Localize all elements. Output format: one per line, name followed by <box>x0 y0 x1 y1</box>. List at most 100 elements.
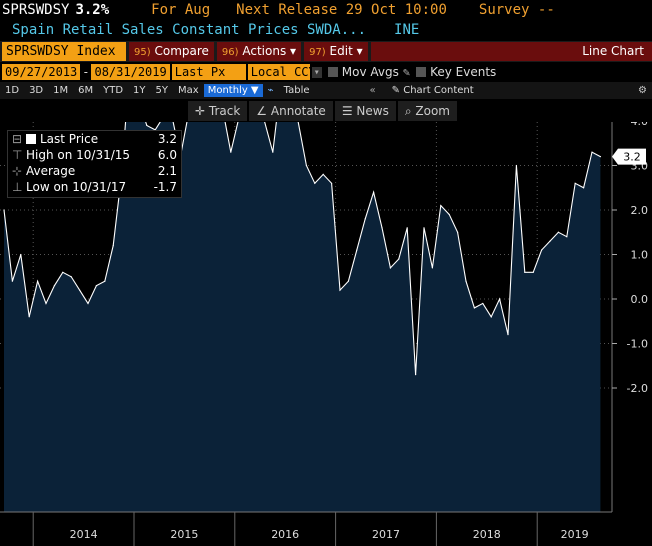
pencil-icon[interactable]: ✎ <box>402 65 411 79</box>
range-ytd[interactable]: YTD <box>103 85 124 96</box>
y-tick-label: 4.0 <box>631 122 649 128</box>
legend-average-label: Average <box>26 164 76 178</box>
data-point <box>591 151 593 153</box>
last-price-swatch <box>26 134 36 144</box>
line-chart[interactable]: 6.05.04.03.02.01.00.0-1.0-2.020142015201… <box>0 122 652 546</box>
data-point <box>356 249 358 251</box>
data-point <box>557 231 560 233</box>
range-3d[interactable]: 3D <box>29 85 44 96</box>
edit-num: 97) <box>309 47 326 58</box>
line-chart-icon[interactable]: ⌁ <box>267 85 274 96</box>
currency-select[interactable]: Local CCY <box>247 64 316 80</box>
annotate-icon: ∠ <box>256 104 268 118</box>
period-select[interactable]: Monthly ▼ <box>203 84 263 97</box>
y-tick-label: -1.0 <box>627 338 648 351</box>
range-bar: 1D 3D 1M 6M YTD 1Y 5Y Max Monthly ▼ ⌁ Ta… <box>0 82 652 99</box>
legend-high-value: 6.0 <box>157 148 177 162</box>
collapse-icon[interactable]: « <box>369 85 376 96</box>
y-tick-label: 1.0 <box>631 249 649 262</box>
x-tick-label: 2015 <box>170 528 198 541</box>
table-button[interactable]: Table <box>283 85 310 96</box>
last-value: 3.2% <box>75 2 110 18</box>
data-point <box>515 164 518 167</box>
data-point <box>146 124 148 127</box>
chart-type-label: Line Chart <box>582 44 644 58</box>
compare-label: Compare <box>154 44 209 58</box>
legend-high: ⊤ High on 10/31/15 6.0 <box>8 147 181 163</box>
key-events-checkbox[interactable] <box>416 67 427 77</box>
series-line <box>3 122 601 375</box>
data-point <box>524 271 526 273</box>
data-point <box>305 164 307 167</box>
next-release: Next Release 29 Oct 10:00 <box>236 2 447 18</box>
x-tick-label: 2018 <box>473 528 501 541</box>
x-tick-label: 2014 <box>70 528 98 541</box>
legend-last-price-value: 3.2 <box>157 132 177 146</box>
data-point <box>62 271 64 273</box>
end-date-input[interactable]: 08/31/2019 <box>91 64 170 80</box>
chevron-down-icon[interactable]: ▾ <box>311 66 322 78</box>
average-marker-icon: ⊹ <box>12 164 23 178</box>
data-point <box>79 289 81 291</box>
range-1y[interactable]: 1Y <box>133 85 146 96</box>
legend-low-label: Low on 10/31/17 <box>26 180 127 194</box>
brush-icon: ✎ <box>391 85 401 96</box>
data-point <box>599 156 602 158</box>
data-point <box>70 276 72 278</box>
data-point <box>112 245 114 247</box>
chart-type-bar[interactable]: Line Chart <box>370 42 652 61</box>
mov-avgs-label: Mov Avgs <box>341 65 399 79</box>
high-marker-icon: ⊤ <box>12 148 23 162</box>
key-events-label: Key Events <box>430 65 497 79</box>
field-select[interactable]: Last Px <box>171 64 246 80</box>
data-point <box>423 227 425 229</box>
data-point <box>389 267 391 269</box>
news-icon: ☰ <box>341 104 353 118</box>
range-5y[interactable]: 5Y <box>155 85 169 96</box>
data-point <box>473 307 475 309</box>
date-separator: - <box>82 65 90 79</box>
range-1d[interactable]: 1D <box>5 85 20 96</box>
edit-button[interactable]: 97) Edit ▾ <box>304 42 368 61</box>
y-tick-label: -2.0 <box>627 382 648 395</box>
data-point <box>37 280 39 282</box>
track-label: Track <box>208 104 241 118</box>
low-marker-icon: ⊥ <box>12 180 23 194</box>
start-date-input[interactable]: 09/27/2013 <box>2 64 81 80</box>
data-point <box>448 213 450 216</box>
security-field[interactable]: SPRSWDSY Index <box>2 42 126 61</box>
collapse-box-icon[interactable]: ⊟ <box>12 132 23 146</box>
range-1m[interactable]: 1M <box>53 85 69 96</box>
news-button[interactable]: ☰ News <box>334 101 396 121</box>
range-max[interactable]: Max <box>178 85 199 96</box>
range-6m[interactable]: 6M <box>78 85 94 96</box>
track-button[interactable]: ✛ Track <box>188 101 248 121</box>
annotate-button[interactable]: ∠ Annotate <box>249 101 333 121</box>
x-tick-label: 2017 <box>372 528 400 541</box>
data-point <box>541 249 543 251</box>
data-point <box>3 209 5 211</box>
data-point <box>499 298 501 300</box>
data-point <box>322 173 324 175</box>
chevron-down-icon: ▾ <box>356 44 363 58</box>
zoom-icon: ⌕ <box>404 104 412 118</box>
data-point <box>364 218 366 220</box>
data-point <box>457 231 459 233</box>
actions-num: 96) <box>221 47 239 58</box>
actions-button[interactable]: 96) Actions ▾ <box>216 42 302 61</box>
compare-button[interactable]: 95) Compare <box>129 42 214 61</box>
data-point <box>28 316 30 318</box>
x-tick-label: 2019 <box>561 528 589 541</box>
gear-icon[interactable]: ⚙ <box>638 85 647 96</box>
chart-content-button[interactable]: ✎ Chart Content <box>387 85 479 96</box>
chart-content-label: Chart Content <box>403 85 474 96</box>
survey: Survey -- <box>478 2 555 18</box>
data-point <box>11 280 13 282</box>
zoom-button[interactable]: ⌕ Zoom <box>397 101 457 121</box>
description-bar: Spain Retail Sales Constant Prices SWDA.… <box>0 20 652 40</box>
x-tick-label: 2016 <box>271 528 299 541</box>
controls-bar: 09/27/2013 - 08/31/2019 Last Px Local CC… <box>0 63 652 81</box>
mov-avgs-checkbox[interactable] <box>327 67 338 77</box>
zoom-label: Zoom <box>415 104 450 118</box>
data-point <box>381 227 383 229</box>
